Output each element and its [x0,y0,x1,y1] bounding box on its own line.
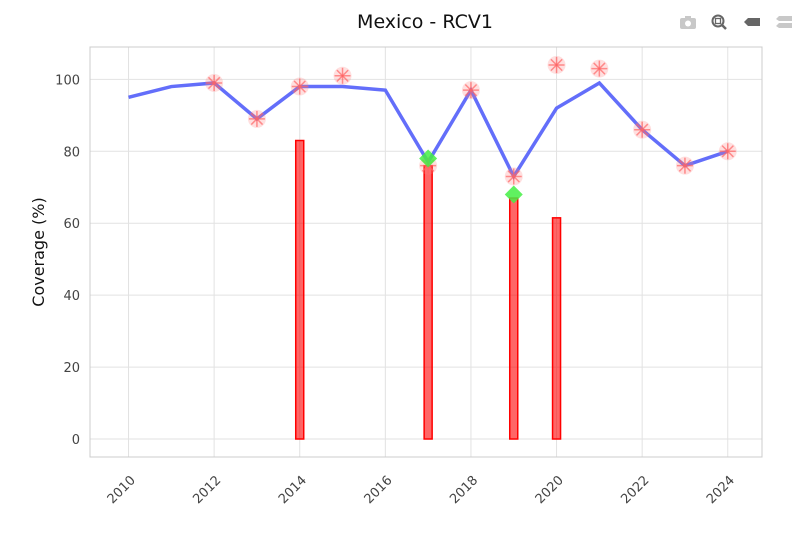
asterisk-marker [504,167,523,186]
x-tick-label: 2012 [190,473,224,507]
zoom-icon[interactable] [711,14,729,30]
x-tick-label: 2024 [704,473,738,507]
diamond-marker [419,149,438,168]
asterisk-marker [461,81,480,100]
asterisk-marker [290,77,309,96]
x-tick-label: 2016 [362,473,396,507]
y-tick-label: 20 [63,361,80,376]
bar [294,139,305,440]
modebar [679,14,793,30]
y-tick-label: 100 [55,73,80,88]
x-tick-label: 2022 [618,473,652,507]
asterisk-marker [205,73,224,92]
y-tick-label: 60 [63,217,80,232]
asterisk-marker [590,59,609,78]
y-tick-label: 0 [72,433,80,448]
bar [551,217,562,440]
asterisk-marker [718,142,737,161]
chart-title: Mexico - RCV1 [357,11,493,33]
x-tick-label: 2014 [276,473,310,507]
asterisk-marker [633,120,652,139]
bar [423,164,433,440]
diamond-marker [504,185,523,204]
asterisk-marker [247,109,266,128]
bar [508,197,519,440]
x-tick-label: 2018 [447,473,481,507]
y-tick-label: 80 [63,145,80,160]
camera-icon[interactable] [679,14,697,30]
asterisk-marker [333,66,352,85]
hover-closest-icon[interactable] [743,14,761,30]
x-tick-label: 2020 [533,473,567,507]
plot-frame [89,46,763,458]
asterisk-marker [547,55,566,74]
x-tick-label: 2010 [105,473,139,507]
hover-compare-icon[interactable] [775,14,793,30]
y-axis-label: Coverage (%) [29,197,48,306]
asterisk-marker [675,156,694,175]
y-tick-label: 40 [63,289,80,304]
